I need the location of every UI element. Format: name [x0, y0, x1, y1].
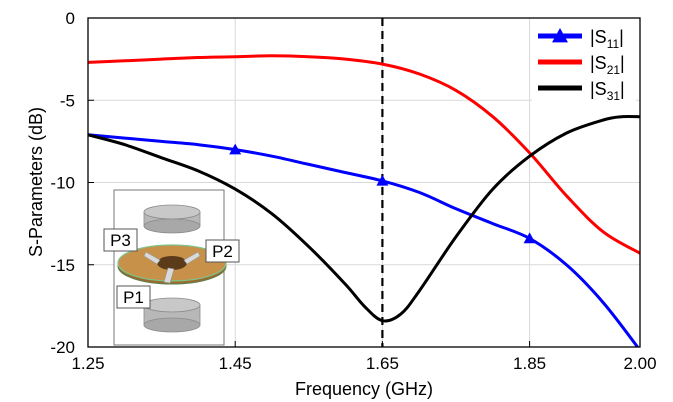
x-tick-label-4: 2.00	[623, 354, 656, 373]
bottom-dielectric-cylinder	[143, 297, 201, 333]
port-label-p3: P3	[103, 228, 138, 252]
series-marker-s11-0	[229, 143, 242, 155]
legend-label-s31: |S31|	[590, 79, 625, 103]
y-tick-label-2: -10	[50, 174, 75, 193]
port-label-p2-text: P2	[212, 242, 233, 261]
inset-device-image: P3 P2 P1	[103, 189, 240, 346]
legend-label-s11: |S11|	[590, 27, 624, 51]
top-dielectric-cylinder	[143, 204, 201, 234]
series-line-s31	[88, 114, 640, 323]
y-tick-label-1: -5	[60, 91, 75, 110]
substrate-disc	[117, 244, 227, 285]
legend-label-s21: |S21|	[590, 53, 625, 77]
series-lines	[88, 54, 640, 347]
series-marker-s11-1	[376, 174, 389, 186]
x-tick-label-1: 1.45	[219, 354, 252, 373]
series-line-s11	[88, 133, 640, 347]
port-label-p2: P2	[205, 239, 240, 263]
legend-marker-s11	[552, 28, 568, 43]
series-line-s21	[88, 54, 640, 255]
port-label-p3-text: P3	[110, 231, 131, 250]
port-label-p1-text: P1	[123, 288, 144, 307]
series-markers	[229, 143, 536, 244]
y-tick-label-4: -20	[50, 338, 75, 357]
x-tick-label-3: 1.85	[513, 354, 546, 373]
axis-ticks: 1.25 1.45 1.65 1.85 2.00 0 -5 -10 -15 -20	[50, 9, 656, 373]
x-tick-label-2: 1.65	[366, 354, 399, 373]
y-tick-label-0: 0	[66, 9, 75, 28]
y-axis-title: S-Parameters (dB)	[26, 107, 46, 257]
x-axis-title: Frequency (GHz)	[295, 379, 433, 399]
legend: |S11||S21||S31|	[532, 22, 636, 106]
series-marker-s11-2	[523, 232, 536, 244]
x-tick-label-0: 1.25	[71, 354, 104, 373]
port-label-p1: P1	[116, 285, 151, 309]
y-tick-label-3: -15	[50, 256, 75, 275]
